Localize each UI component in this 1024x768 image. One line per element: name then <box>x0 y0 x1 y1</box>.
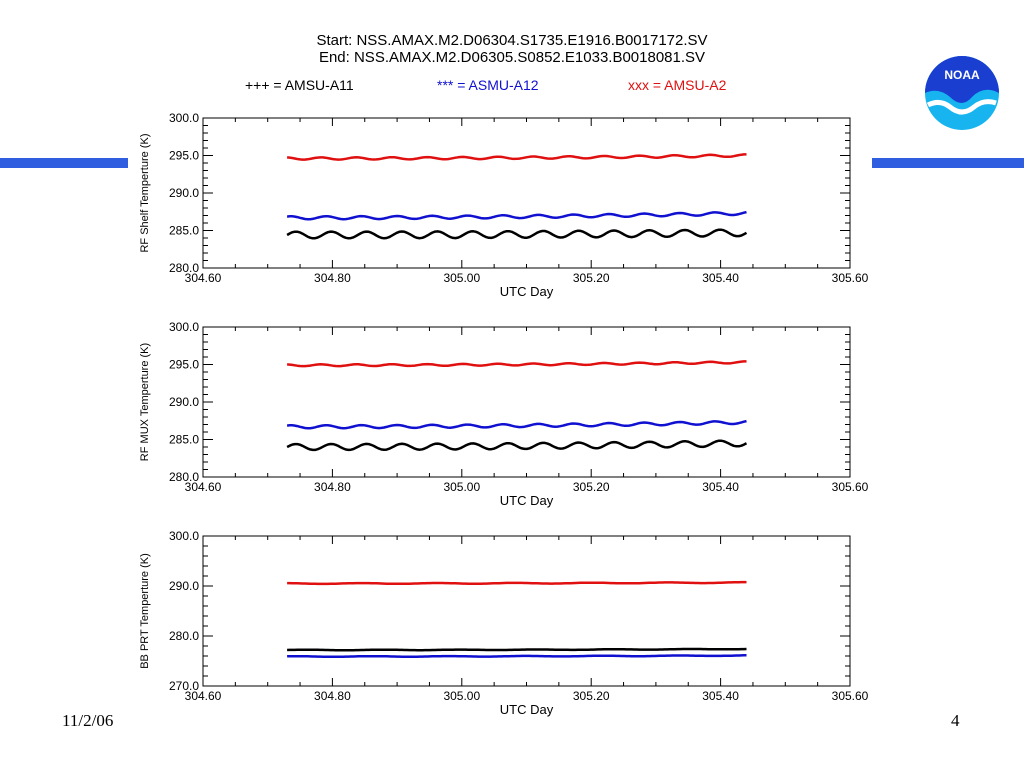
file-end-title: End: NSS.AMAX.M2.D06305.S0852.E1033.B001… <box>318 49 706 66</box>
chart1-x-tick-label: 305.60 <box>832 271 869 285</box>
chart2-y-axis-label: RF MUX Temperture (K) <box>139 343 151 461</box>
footer-date: 11/2/06 <box>62 711 114 730</box>
banner-bar-right <box>872 158 1024 168</box>
legend-amsu-a2: xxx = AMSU-A2 <box>628 77 727 93</box>
chart2-x-tick-label: 305.40 <box>702 480 739 494</box>
chart2-x-tick-label: 305.20 <box>573 480 610 494</box>
chart1-series-line-asmu-a12 <box>286 210 747 221</box>
chart3-series-line-amsu-a11 <box>287 647 747 652</box>
logo-text: NOAA <box>944 68 980 82</box>
chart3-y-tick-label: 270.0 <box>169 679 199 693</box>
chart2-y-tick-label: 290.0 <box>169 395 199 409</box>
chart1-x-tick-label: 305.20 <box>573 271 610 285</box>
chart1-x-tick-label: 305.00 <box>443 271 480 285</box>
chart2-series-line-amsu-a2 <box>287 360 747 368</box>
chart3-x-tick-label: 305.20 <box>573 689 610 703</box>
legend-amsu-a11: +++ = AMSU-A11 <box>245 77 354 93</box>
chart1-y-tick-label: 285.0 <box>169 224 199 238</box>
chart1-y-tick-label: 295.0 <box>169 149 199 163</box>
chart3-series-line-asmu-a12 <box>287 654 747 659</box>
chart2-x-tick-label: 304.80 <box>314 480 351 494</box>
chart2-y-tick-label: 285.0 <box>169 433 199 447</box>
chart1-x-tick-label: 304.60 <box>185 271 222 285</box>
legend-asmu-a12: *** = ASMU-A12 <box>437 77 539 93</box>
chart2-plot-frame <box>202 326 851 478</box>
file-start-title: Start: NSS.AMAX.M2.D06304.S1735.E1916.B0… <box>316 32 708 49</box>
chart1-y-tick-label: 290.0 <box>169 186 199 200</box>
chart3-x-tick-label: 305.40 <box>702 689 739 703</box>
chart2-y-tick-label: 300.0 <box>169 320 199 334</box>
chart1-y-tick-label: 280.0 <box>169 261 199 275</box>
chart3-plot-frame <box>202 535 851 687</box>
banner-bar-left <box>0 158 128 168</box>
chart3-series-line-amsu-a2 <box>287 580 747 586</box>
chart1-x-axis-label: UTC Day <box>500 284 554 299</box>
chart3-x-tick-label: 304.80 <box>314 689 351 703</box>
chart2-x-tick-label: 305.60 <box>832 480 869 494</box>
chart3-x-tick-label: 304.60 <box>185 689 222 703</box>
chart2-x-tick-label: 304.60 <box>185 480 222 494</box>
chart3-x-tick-label: 305.60 <box>832 689 869 703</box>
chart3-x-axis-label: UTC Day <box>500 702 554 717</box>
chart3-y-tick-label: 290.0 <box>169 579 199 593</box>
chart2-series-line-amsu-a11 <box>286 439 748 452</box>
chart2-x-tick-label: 305.00 <box>443 480 480 494</box>
chart1-series-line-amsu-a11 <box>286 228 748 240</box>
page-number: 4 <box>951 711 960 730</box>
chart3-y-axis-label: BB PRT Temperture (K) <box>139 553 151 669</box>
chart2-y-tick-label: 280.0 <box>169 470 199 484</box>
chart2-y-tick-label: 295.0 <box>169 358 199 372</box>
chart2-series-line-asmu-a12 <box>286 419 747 430</box>
chart1-y-tick-label: 300.0 <box>169 111 199 125</box>
chart3-y-tick-label: 300.0 <box>169 529 199 543</box>
chart1-x-tick-label: 304.80 <box>314 271 351 285</box>
chart3-y-tick-label: 280.0 <box>169 629 199 643</box>
chart3-x-tick-label: 305.00 <box>443 689 480 703</box>
noaa-logo-icon: NOAA <box>925 56 999 130</box>
chart1-plot-frame <box>202 117 851 269</box>
chart1-x-tick-label: 305.40 <box>702 271 739 285</box>
chart1-series-line-amsu-a2 <box>287 153 747 161</box>
chart1-y-axis-label: RF Shelf Temperture (K) <box>139 133 151 252</box>
chart2-x-axis-label: UTC Day <box>500 493 554 508</box>
